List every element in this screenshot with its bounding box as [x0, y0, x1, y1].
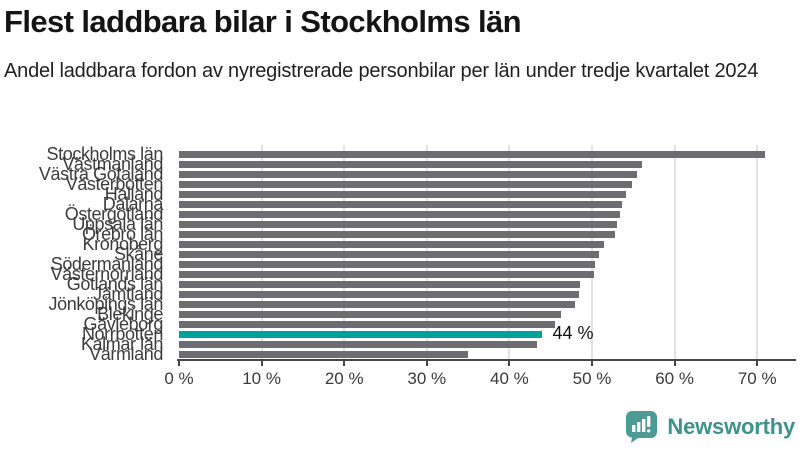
chart-bar — [179, 270, 595, 278]
gridline — [673, 145, 676, 359]
chart-bar — [179, 300, 576, 308]
y-axis-label: Skåne — [113, 244, 163, 265]
chart-title: Flest laddbara bilar i Stockholms län — [4, 4, 522, 39]
y-axis-label: Västra Götaland — [38, 164, 163, 185]
chart-subtitle: Andel laddbara fordon av nyregistrerade … — [4, 60, 759, 82]
x-tick-label: 60 % — [655, 369, 694, 388]
chart-bar — [179, 190, 626, 198]
x-tick-mark — [508, 358, 511, 366]
x-tick-mark — [260, 358, 263, 366]
x-tick-label: 0 % — [164, 369, 194, 388]
y-axis-label: Gävleborg — [83, 314, 164, 335]
chart-bar — [179, 230, 616, 238]
x-tick-label: 30 % — [407, 369, 447, 388]
x-tick-mark — [178, 358, 180, 366]
y-axis-label: Jämtland — [93, 284, 163, 305]
highlight-value-label: 44 % — [552, 322, 594, 343]
newsworthy-logo: Newsworthy — [624, 410, 795, 443]
chart-bar — [179, 340, 537, 348]
chart-bar-highlighted — [179, 330, 543, 338]
y-axis-label: Halland — [104, 184, 164, 205]
y-axis-label: Gotlands län — [66, 274, 164, 295]
x-tick-label: 50 % — [572, 369, 612, 388]
x-tick-mark — [343, 358, 346, 366]
chart-bar — [179, 180, 632, 188]
chart-bar — [179, 290, 579, 298]
x-tick-mark — [425, 358, 428, 366]
y-axis-label: Västmanland — [62, 154, 163, 175]
y-axis-label: Västernorrland — [50, 264, 164, 285]
y-axis-label: Södermanland — [50, 254, 164, 275]
chart-bar — [179, 170, 637, 178]
gridline — [756, 145, 759, 359]
chart-bar — [179, 260, 596, 268]
y-axis-label: Dalarna — [102, 194, 164, 215]
chart-bar — [179, 280, 581, 288]
chart-bar — [179, 240, 604, 248]
x-tick-label: 70 % — [737, 369, 777, 388]
y-axis-label: Västerbotten — [65, 174, 164, 195]
y-axis-label: Uppsala län — [72, 214, 163, 235]
y-axis-label: Kronoberg — [82, 234, 164, 255]
newsworthy-wordmark: Newsworthy — [667, 413, 795, 439]
y-axis-label: Örebro län — [81, 224, 163, 245]
bar-chart-speech-bubble-icon — [624, 410, 658, 443]
x-tick-mark — [591, 358, 593, 366]
y-axis-label: Norrbotten — [81, 324, 163, 345]
chart-bar — [179, 210, 621, 218]
x-tick-label: 10 % — [242, 369, 281, 388]
y-axis-label: Jönköpings län — [48, 294, 164, 315]
y-axis-label: Stockholms län — [46, 144, 164, 165]
chart-bar — [179, 310, 562, 318]
chart-bar — [179, 250, 599, 258]
chart-bar — [179, 150, 766, 158]
chart-bar — [179, 320, 555, 328]
chart-bar — [179, 200, 622, 208]
x-tick-mark — [673, 358, 676, 366]
y-axis-label: Värmland — [89, 344, 163, 365]
chart-bar — [179, 220, 617, 228]
x-tick-label: 20 % — [324, 369, 364, 388]
x-tick-mark — [756, 358, 759, 366]
y-axis-label: Kalmar län — [80, 334, 163, 355]
x-tick-label: 40 % — [490, 369, 529, 388]
y-axis-label: Blekinge — [97, 304, 163, 325]
x-axis-line — [177, 358, 796, 361]
chart-bar — [179, 160, 642, 168]
chart-bar — [179, 350, 469, 358]
y-axis-label: Östergötland — [64, 204, 164, 225]
